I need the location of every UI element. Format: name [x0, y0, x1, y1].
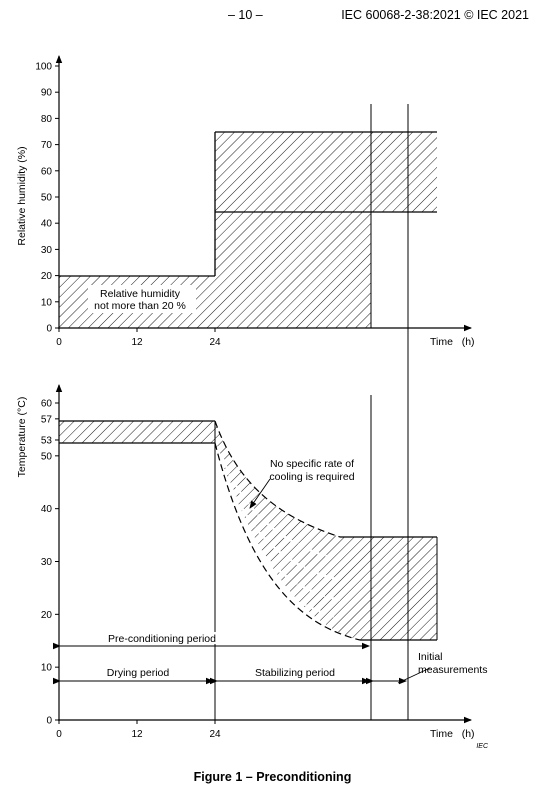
initial-measurements-line-1: Initial — [418, 651, 443, 663]
humidity-y-tick-label: 50 — [41, 193, 53, 204]
humidity-chart: 0 10 20 30 40 50 60 70 80 90 100 0 12 24 Relative hu… — [16, 55, 475, 348]
temperature-y-ticks: 0 10 20 30 40 50 53 57 60 — [41, 399, 59, 727]
humidity-band-upper — [215, 132, 437, 212]
iec-mark: IEC — [476, 743, 489, 750]
temperature-x-tick-label: 24 — [209, 729, 221, 740]
preconditioning-period-label: Pre-conditioning period — [108, 633, 216, 645]
drying-period-label: Drying period — [107, 667, 170, 679]
temperature-y-tick-label: 53 — [41, 435, 53, 446]
temperature-x-label: Time (h) — [430, 728, 475, 740]
temperature-y-tick-label: 50 — [41, 451, 53, 462]
temperature-x-tick-label: 12 — [131, 729, 143, 740]
humidity-band-lower — [215, 212, 371, 328]
temperature-y-tick-label: 60 — [41, 399, 53, 410]
humidity-annotation-line-2: not more than 20 % — [94, 300, 186, 312]
humidity-y-label: Relative humidity (%) — [16, 146, 28, 245]
humidity-y-tick-label: 40 — [41, 219, 53, 230]
cooling-note-line-2: cooling is required — [269, 471, 354, 483]
humidity-x-tick-label: 0 — [56, 337, 62, 348]
humidity-y-tick-label: 20 — [41, 271, 53, 282]
temperature-y-tick-label: 20 — [41, 610, 53, 621]
humidity-x-tick-label: 12 — [131, 337, 143, 348]
humidity-y-tick-label: 90 — [41, 88, 53, 99]
cooling-note-pointer — [249, 478, 271, 509]
page-number: – 10 – — [228, 8, 263, 22]
temperature-y-label: Temperature (°C) — [16, 397, 28, 478]
temperature-y-tick-label: 30 — [41, 557, 53, 568]
humidity-y-tick-label: 30 — [41, 245, 53, 256]
temperature-x-ticks: 0 12 24 — [56, 720, 221, 740]
humidity-y-tick-label: 100 — [35, 62, 52, 73]
humidity-y-tick-label: 0 — [46, 324, 52, 335]
temperature-band-stabilizing — [371, 537, 437, 640]
temperature-y-tick-label: 0 — [46, 716, 52, 727]
temperature-y-tick-label: 10 — [41, 663, 53, 674]
document-reference: IEC 60068-2-38:2021 © IEC 2021 — [341, 8, 529, 22]
temperature-y-tick-label: 40 — [41, 504, 53, 515]
humidity-y-tick-label: 70 — [41, 140, 53, 151]
humidity-y-tick-label: 10 — [41, 297, 53, 308]
temperature-chart: 0 10 20 30 40 50 53 57 60 0 12 24 Temperature (°C)… — [16, 104, 487, 740]
temperature-x-tick-label: 0 — [56, 729, 62, 740]
humidity-y-tick-label: 60 — [41, 166, 53, 177]
temperature-band-drying — [59, 421, 215, 443]
figure-caption: Figure 1 – Preconditioning — [193, 770, 352, 784]
humidity-y-ticks: 0 10 20 30 40 50 60 70 80 90 100 — [35, 62, 59, 335]
temperature-cooling-region — [215, 421, 371, 640]
temperature-y-tick-label: 57 — [41, 414, 53, 425]
humidity-annotation-line-1: Relative humidity — [100, 288, 181, 300]
humidity-x-ticks: 0 12 24 — [56, 328, 221, 348]
humidity-x-label: Time (h) — [430, 336, 475, 348]
stabilizing-period-label: Stabilizing period — [255, 667, 335, 679]
cooling-note-line-1: No specific rate of — [270, 458, 354, 470]
initial-measurements-line-2: measurements — [418, 664, 487, 676]
humidity-x-tick-label: 24 — [209, 337, 221, 348]
humidity-y-tick-label: 80 — [41, 114, 53, 125]
